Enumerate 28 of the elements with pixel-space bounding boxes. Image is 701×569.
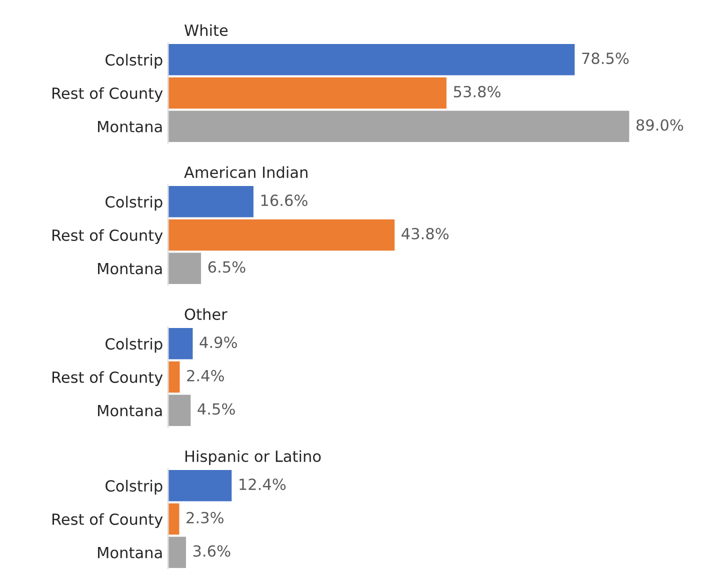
data-label: 2.4% (187, 370, 224, 382)
data-label: 16.6% (261, 194, 308, 206)
chart-title: Hispanic or Latino (185, 450, 321, 465)
data-label: 12.4% (240, 478, 286, 490)
y-tick-label: Montana (98, 405, 162, 416)
y-tick-label: Colstrip (106, 54, 162, 69)
y-tick-label: Colstrip (106, 196, 162, 211)
chart-title: Other (184, 308, 228, 320)
y-tick-label: Montana (98, 121, 162, 132)
data-label: 4.9% (200, 336, 237, 348)
data-label: 43.8% (402, 228, 449, 240)
y-tick-label: Montana (98, 547, 162, 558)
chart-title: American Indian (184, 166, 308, 178)
y-tick-label: Rest of County (52, 513, 163, 528)
data-label: 6.5% (208, 261, 246, 273)
data-label: 53.8% (454, 86, 500, 98)
data-label: 89.0% (636, 119, 684, 131)
data-label: 2.3% (186, 512, 224, 524)
data-label: 3.6% (193, 545, 230, 557)
data-label: 78.5% (582, 52, 629, 64)
y-tick-label: Montana (98, 263, 162, 274)
y-tick-label: Rest of County (52, 87, 163, 102)
chart-title: White (184, 24, 228, 36)
y-tick-label: Colstrip (106, 480, 162, 495)
y-tick-label: Colstrip (106, 338, 162, 353)
y-tick-label: Rest of County (52, 371, 163, 386)
y-tick-label: Rest of County (52, 229, 163, 244)
data-label: 4.5% (198, 403, 235, 415)
